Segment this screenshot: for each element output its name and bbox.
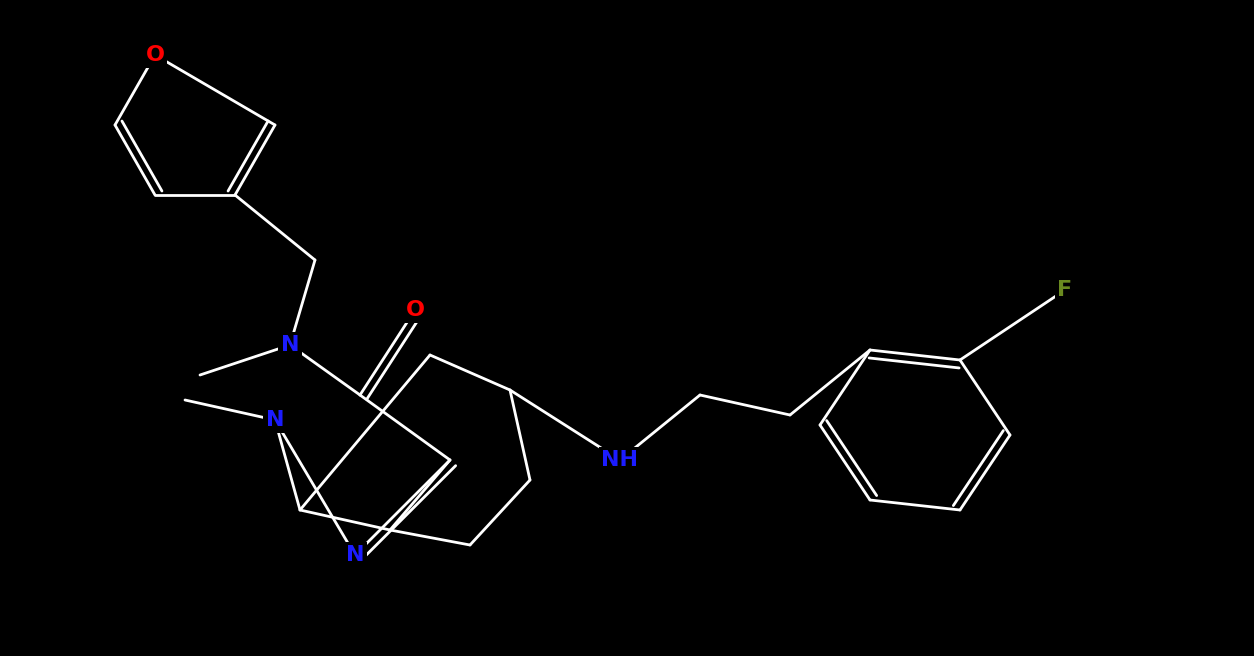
Text: F: F — [1057, 280, 1072, 300]
Text: N: N — [266, 410, 285, 430]
Text: N: N — [281, 335, 300, 355]
Text: O: O — [405, 300, 425, 320]
Text: NH: NH — [602, 450, 638, 470]
Text: N: N — [346, 545, 364, 565]
Text: O: O — [145, 45, 164, 65]
